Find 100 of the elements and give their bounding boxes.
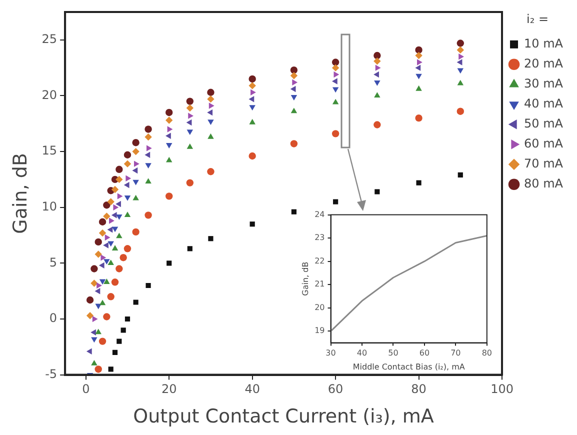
point [112, 350, 118, 356]
point [116, 214, 122, 220]
point [98, 229, 106, 237]
point [111, 278, 119, 286]
x-tick-label: 80 [411, 382, 426, 396]
point [116, 232, 122, 238]
point [167, 126, 173, 132]
point [456, 46, 464, 54]
x-tick-label: 30 [326, 348, 336, 358]
point [103, 202, 110, 209]
legend-title: i₂ = [526, 12, 549, 26]
point [132, 194, 139, 200]
point [120, 328, 126, 333]
point [416, 180, 422, 186]
y-tick-label: 21 [314, 280, 325, 289]
point [95, 328, 102, 334]
point [90, 265, 98, 272]
point [207, 168, 214, 176]
point [134, 160, 140, 167]
x-tick-label: 80 [482, 348, 492, 358]
point [458, 172, 463, 178]
y-axis-title: Gain, dB [9, 152, 32, 234]
point [291, 209, 296, 214]
y-tick-label: 0 [49, 311, 58, 326]
point [374, 52, 381, 60]
legend-label: 40 mA [524, 96, 564, 111]
x-tick-label: 60 [419, 348, 430, 358]
point [113, 204, 119, 210]
y-tick-label: 25 [42, 32, 58, 46]
point [132, 139, 140, 146]
point [188, 112, 194, 119]
point [94, 238, 102, 246]
point [92, 316, 98, 322]
point [132, 228, 140, 236]
point [415, 64, 421, 71]
point [290, 86, 296, 92]
point [208, 236, 214, 242]
legend-label: 10 mA [524, 36, 564, 51]
point [144, 152, 150, 158]
point [104, 234, 110, 241]
x-tick-label: 20 [161, 382, 177, 396]
x-tick-label: 40 [244, 382, 260, 396]
point [99, 300, 106, 306]
point [416, 59, 422, 66]
point [90, 329, 96, 336]
point [91, 360, 98, 366]
point [208, 120, 214, 125]
point [186, 130, 194, 136]
point [94, 288, 100, 294]
point [107, 226, 113, 233]
point [248, 82, 256, 90]
x-tick-label: 70 [450, 348, 461, 358]
point [107, 293, 114, 300]
point [375, 64, 381, 71]
point [457, 68, 464, 74]
point [116, 166, 123, 173]
point [132, 148, 140, 156]
point [145, 178, 152, 184]
point [334, 71, 340, 78]
y-tick-label: 5 [49, 255, 58, 270]
point [374, 71, 379, 78]
point [374, 189, 380, 194]
point [332, 130, 340, 138]
point [208, 133, 214, 139]
point [116, 176, 123, 184]
point [333, 199, 338, 204]
point [332, 98, 339, 104]
point [456, 40, 464, 47]
point [108, 260, 114, 265]
point [124, 245, 132, 252]
point [96, 282, 102, 289]
point [458, 54, 464, 60]
point [290, 72, 298, 80]
point [94, 250, 102, 258]
legend-label: 60 mA [524, 136, 564, 151]
point [108, 366, 114, 372]
point [109, 218, 114, 224]
point [416, 74, 422, 80]
point [416, 85, 422, 91]
point [186, 143, 194, 149]
point [332, 64, 340, 72]
point [116, 338, 122, 344]
point [116, 200, 121, 208]
y-tick-label: -5 [45, 366, 58, 381]
point [90, 280, 98, 287]
point [103, 242, 108, 248]
point [124, 160, 132, 168]
point [146, 145, 152, 152]
point [124, 316, 130, 322]
y-tick-label: 20 [42, 88, 58, 102]
legend-label: 50 mA [524, 116, 564, 131]
point [124, 151, 132, 158]
point [116, 265, 123, 272]
y-tick-label: 15 [42, 144, 58, 158]
point [98, 338, 106, 345]
point [111, 212, 117, 218]
point [91, 337, 98, 343]
point [107, 198, 114, 206]
point [166, 156, 172, 162]
point [187, 246, 192, 252]
